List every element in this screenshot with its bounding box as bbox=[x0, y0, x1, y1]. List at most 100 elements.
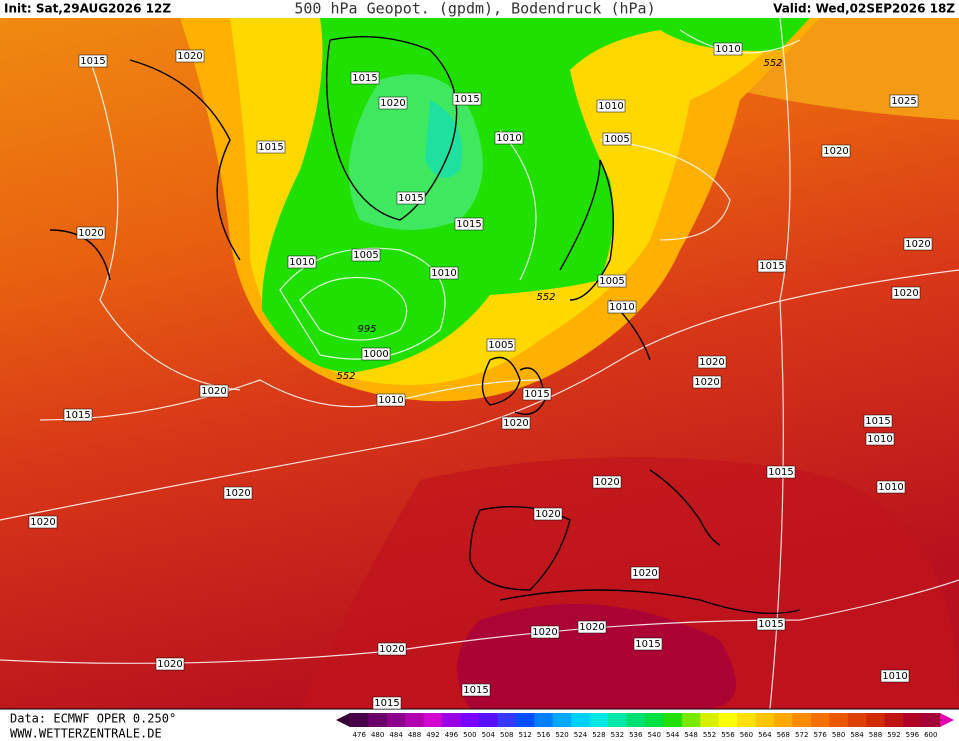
label-box bbox=[713, 42, 743, 56]
legend-label: 596 bbox=[906, 731, 920, 739]
label-box bbox=[454, 217, 484, 231]
legend-swatch bbox=[700, 713, 720, 727]
label-box bbox=[876, 480, 906, 494]
isobar-label: 1005 bbox=[604, 134, 629, 145]
label-box bbox=[630, 566, 660, 580]
isobar-label: 1020 bbox=[905, 239, 930, 250]
label-box bbox=[351, 248, 381, 262]
label-box bbox=[821, 144, 851, 158]
legend-label: 600 bbox=[924, 731, 937, 739]
legend-label: 504 bbox=[482, 731, 496, 739]
isobar bbox=[0, 269, 959, 521]
isobar-label: 1010 bbox=[378, 395, 403, 406]
label-box bbox=[287, 255, 317, 269]
isobar-label: 1010 bbox=[609, 302, 634, 313]
isobar-label: 1020 bbox=[30, 517, 55, 528]
legend-label: 588 bbox=[869, 731, 882, 739]
legend-swatch bbox=[884, 713, 904, 727]
label-box bbox=[880, 669, 910, 683]
isobar bbox=[299, 276, 408, 341]
legend-swatch bbox=[903, 713, 923, 727]
legend-label: 568 bbox=[777, 731, 790, 739]
legend-swatch bbox=[460, 713, 480, 727]
legend-swatch bbox=[718, 713, 738, 727]
legend-label: 580 bbox=[832, 731, 845, 739]
isobar-label: 1015 bbox=[374, 698, 399, 709]
isobar-label: 1015 bbox=[635, 639, 660, 650]
label-box bbox=[756, 617, 786, 631]
legend-arrow-right bbox=[940, 713, 954, 727]
legend-label: 544 bbox=[666, 731, 680, 739]
label-box bbox=[461, 683, 491, 697]
legend-swatch bbox=[921, 713, 941, 727]
isobar-label: 1020 bbox=[699, 357, 724, 368]
label-box bbox=[633, 637, 663, 651]
legend-swatch bbox=[792, 713, 812, 727]
legend-label: 508 bbox=[500, 731, 513, 739]
label-box bbox=[766, 465, 796, 479]
label-box bbox=[199, 384, 229, 398]
isobar-label: 1020 bbox=[694, 377, 719, 388]
label-box bbox=[592, 475, 622, 489]
isobar-label: 552 bbox=[336, 371, 355, 382]
label-box bbox=[865, 432, 895, 446]
isobar-label: 1010 bbox=[289, 257, 314, 268]
isobar bbox=[39, 379, 541, 421]
isobar bbox=[769, 17, 791, 710]
isobar-label: 552 bbox=[536, 292, 555, 303]
label-box bbox=[155, 657, 185, 671]
legend-label: 560 bbox=[740, 731, 753, 739]
legend-swatch bbox=[534, 713, 554, 727]
isobar-label: 1015 bbox=[80, 56, 105, 67]
isobar-label: 1015 bbox=[398, 193, 423, 204]
legend-label: 476 bbox=[353, 731, 367, 739]
legend-swatch bbox=[847, 713, 867, 727]
label-box bbox=[697, 355, 727, 369]
site-url: WWW.WETTERZENTRALE.DE bbox=[10, 727, 162, 741]
legend-label: 540 bbox=[648, 731, 661, 739]
label-box bbox=[692, 375, 722, 389]
legend-label: 492 bbox=[426, 731, 439, 739]
isobar-label: 1010 bbox=[882, 671, 907, 682]
label-box bbox=[530, 625, 560, 639]
legend-swatch bbox=[386, 713, 406, 727]
italy bbox=[649, 469, 721, 546]
isobar-label: 1015 bbox=[352, 73, 377, 84]
label-box bbox=[361, 347, 391, 361]
label-box bbox=[350, 71, 380, 85]
legend-swatch bbox=[571, 713, 591, 727]
isobar-label: 1015 bbox=[454, 94, 479, 105]
legend-swatch bbox=[829, 713, 849, 727]
header-bar bbox=[0, 0, 959, 18]
label-box bbox=[78, 54, 108, 68]
legend-label: 516 bbox=[537, 731, 551, 739]
label-box bbox=[486, 338, 516, 352]
cyan-core bbox=[425, 100, 462, 178]
label-box bbox=[76, 226, 106, 240]
label-box bbox=[577, 620, 607, 634]
isobar-label: 995 bbox=[357, 324, 376, 335]
label-box bbox=[378, 96, 408, 110]
legend-swatch bbox=[497, 713, 517, 727]
isobar bbox=[499, 129, 731, 281]
legend-label: 524 bbox=[574, 731, 588, 739]
legend-label: 576 bbox=[813, 731, 827, 739]
north-america bbox=[49, 59, 241, 281]
isobar-label: 1020 bbox=[823, 146, 848, 157]
isobar-label: 1020 bbox=[632, 568, 657, 579]
legend-swatch bbox=[810, 713, 830, 727]
legend-label: 572 bbox=[795, 731, 808, 739]
isobar-label: 1005 bbox=[353, 250, 378, 261]
isobar-label: 1020 bbox=[177, 51, 202, 62]
legend-swatch bbox=[681, 713, 701, 727]
legend-swatch bbox=[350, 713, 369, 727]
label-box bbox=[63, 408, 93, 422]
label-box bbox=[429, 266, 459, 280]
isobar-label: 1015 bbox=[865, 416, 890, 427]
isobar-label: 1010 bbox=[715, 44, 740, 55]
legend-label: 552 bbox=[703, 731, 716, 739]
north-africa bbox=[499, 589, 801, 615]
label-box bbox=[256, 140, 286, 154]
legend-label: 528 bbox=[592, 731, 605, 739]
label-box bbox=[889, 94, 919, 108]
